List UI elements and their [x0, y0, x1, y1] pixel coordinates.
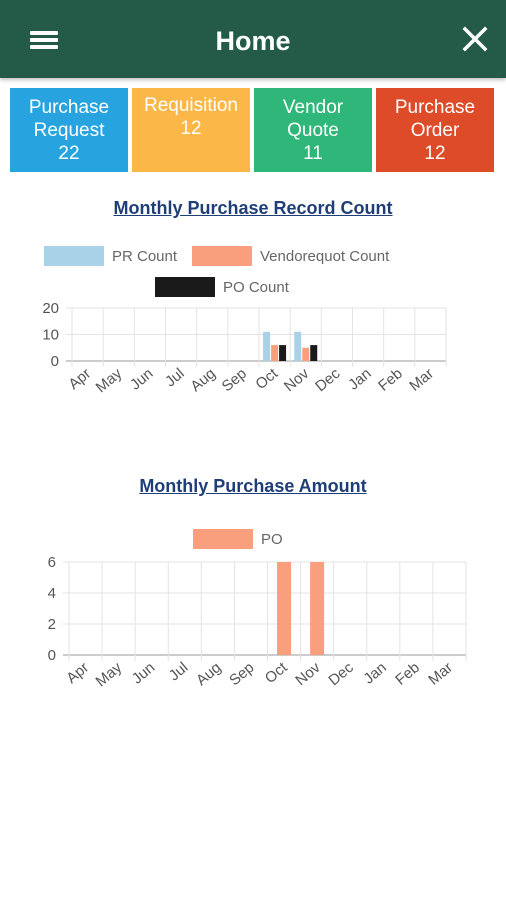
y-tick-label: 4	[48, 585, 56, 602]
chart-title-purchase-amount: Monthly Purchase Amount	[139, 476, 367, 496]
x-tick-label: Jul	[162, 365, 188, 390]
tile-count: 12	[424, 142, 446, 164]
x-tick-label: May	[93, 659, 126, 691]
tile-label: Requisition	[144, 95, 238, 116]
x-tick-label: Nov	[292, 659, 324, 689]
x-tick-label: Jun	[127, 365, 156, 394]
x-tick-label: Sep	[219, 365, 250, 395]
tile-label: Request	[33, 119, 105, 141]
page-title: Home	[215, 26, 291, 56]
legend-swatch	[44, 246, 104, 266]
legend-label: Vendorequot Count	[260, 248, 390, 265]
tile-count: 22	[58, 142, 80, 164]
tile-purchase-order[interactable]: Purchase Order 12	[376, 88, 494, 172]
x-tick-label: Nov	[281, 365, 313, 395]
summary-tiles: Purchase Request 22 Requisition 12 Vendo…	[10, 88, 496, 172]
bar	[271, 345, 279, 361]
x-tick-label: Sep	[226, 659, 257, 689]
x-tick-label: Feb	[375, 365, 406, 395]
bar	[277, 562, 292, 655]
tile-label: Quote	[287, 119, 339, 141]
legend-swatch	[193, 529, 253, 549]
y-tick-label: 10	[42, 327, 59, 344]
legend-label: PO Count	[223, 279, 290, 296]
x-tick-label: Oct	[262, 659, 291, 688]
y-tick-label: 2	[48, 616, 56, 633]
y-tick-label: 6	[48, 554, 56, 571]
bar	[263, 331, 271, 361]
bar	[294, 331, 302, 361]
legend-item[interactable]: PO	[193, 529, 283, 549]
tile-label: Purchase	[394, 96, 476, 118]
x-tick-label: Mar	[406, 365, 437, 395]
tile-requisition[interactable]: Requisition 12	[132, 88, 250, 172]
close-icon[interactable]	[460, 24, 490, 54]
tile-purchase-request[interactable]: Purchase Request 22	[10, 88, 128, 172]
x-tick-label: May	[93, 365, 126, 397]
app-bar: Home	[0, 0, 506, 78]
x-tick-label: Dec	[325, 659, 357, 689]
bar	[302, 347, 310, 361]
legend-swatch	[155, 277, 215, 297]
y-tick-label: 0	[51, 353, 59, 370]
tile-label: Order	[410, 119, 460, 141]
x-tick-label: Jan	[360, 659, 389, 688]
record-count-chart: PR Count Vendorequot Count PO Count 20 10 0 Ap…	[42, 246, 447, 397]
y-tick-label: 20	[42, 300, 59, 317]
bar	[310, 345, 318, 361]
x-tick-label: Feb	[392, 659, 423, 689]
legend-label: PR Count	[112, 248, 178, 265]
legend-label: PO	[261, 531, 283, 548]
x-tick-label: Oct	[252, 365, 281, 394]
x-tick-label: Dec	[312, 365, 344, 395]
chart-title-record-count: Monthly Purchase Record Count	[113, 198, 393, 218]
tile-count: 11	[303, 142, 323, 164]
bar	[279, 345, 287, 361]
x-tick-label: Aug	[193, 659, 224, 689]
legend-item[interactable]: PO Count	[155, 277, 290, 297]
bar	[310, 562, 325, 655]
x-tick-label: Mar	[425, 659, 456, 689]
x-tick-label: Jul	[166, 659, 192, 684]
purchase-amount-chart: PO 6 4 2 0 Apr May Jun Jul Aug Sep Oct Nov Dec Jan Feb M…	[48, 529, 467, 691]
legend-swatch	[192, 246, 252, 266]
legend-item[interactable]: Vendorequot Count	[192, 246, 390, 266]
y-tick-label: 0	[48, 647, 56, 664]
x-tick-label: Jun	[129, 659, 158, 688]
tile-vendor-quote[interactable]: Vendor Quote 11	[254, 88, 372, 172]
x-tick-label: Apr	[63, 659, 92, 687]
tile-label: Vendor	[282, 96, 344, 118]
tile-count: 12	[180, 118, 202, 139]
hamburger-menu-icon[interactable]	[30, 27, 58, 51]
x-tick-label: Jan	[345, 365, 374, 394]
x-tick-label: Aug	[187, 365, 218, 395]
x-tick-label: Apr	[65, 365, 94, 393]
tile-label: Purchase	[28, 96, 110, 118]
legend-item[interactable]: PR Count	[44, 246, 178, 266]
